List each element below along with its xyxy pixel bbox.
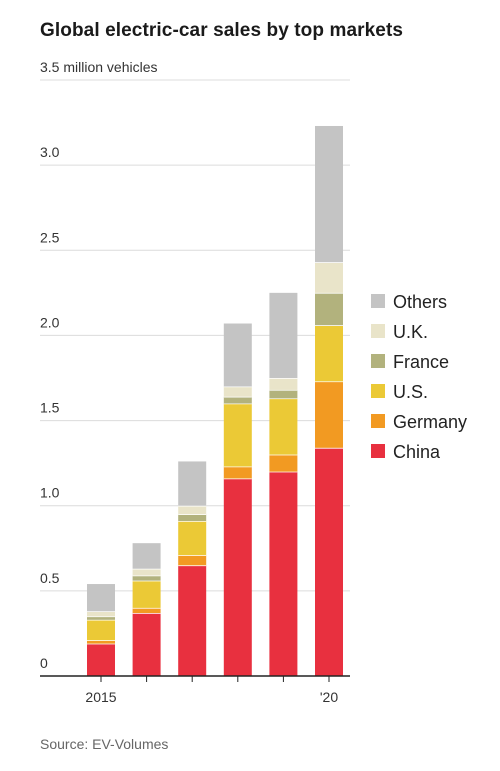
- bar-segment: [132, 607, 161, 613]
- bar-segment: [269, 454, 298, 472]
- bar-segment: [269, 471, 298, 676]
- bar-segment: [269, 398, 298, 455]
- legend-label: Others: [393, 292, 447, 312]
- bar-segment: [178, 505, 207, 515]
- y-tick-label: 0.5: [40, 570, 60, 586]
- legend-label: France: [393, 352, 449, 372]
- chart-title: Global electric-car sales by top markets: [40, 20, 404, 41]
- legend-swatch: [371, 354, 385, 368]
- x-tick-label: '20: [320, 689, 338, 705]
- y-tick-label: 1.0: [40, 485, 60, 501]
- bar-segment: [269, 389, 298, 399]
- bar-segment: [178, 555, 207, 566]
- bar-segment: [223, 323, 252, 387]
- bar-segment: [132, 612, 161, 676]
- bar-segment: [178, 565, 207, 676]
- x-axis: 2015 '20: [40, 675, 350, 705]
- bar-segment: [223, 466, 252, 479]
- bar-segment: [223, 403, 252, 467]
- bar-segment: [223, 386, 252, 397]
- y-tick-label: 3.0: [40, 144, 60, 160]
- bar-segment: [178, 461, 207, 506]
- bar-segment: [315, 325, 343, 382]
- bar-segment: [132, 568, 161, 576]
- bar-segment: [269, 292, 298, 378]
- bar-segment: [87, 616, 115, 620]
- bar-segment: [132, 543, 161, 569]
- legend-swatch: [371, 444, 385, 458]
- bar-segment: [132, 580, 161, 608]
- bars: [87, 125, 343, 676]
- bar-segment: [87, 619, 115, 641]
- legend-swatch: [371, 294, 385, 308]
- bar-segment: [223, 478, 252, 676]
- y-tick-label: 3.5 million vehicles: [40, 59, 158, 75]
- bar-segment: [315, 262, 343, 293]
- bar-segment: [178, 521, 207, 556]
- bar-segment: [87, 611, 115, 617]
- legend-swatch: [371, 324, 385, 338]
- bar-segment: [223, 396, 252, 404]
- bar-segment: [315, 447, 343, 676]
- source-note: Source: EV-Volumes: [40, 736, 169, 752]
- bar-segment: [87, 643, 115, 676]
- legend-label: U.K.: [393, 322, 428, 342]
- bar-segment: [315, 292, 343, 326]
- legend-label: Germany: [393, 412, 467, 432]
- y-tick-label: 1.5: [40, 400, 60, 416]
- bar-segment: [315, 125, 343, 263]
- x-tick-label: 2015: [85, 689, 116, 705]
- bar-segment: [132, 575, 161, 581]
- legend-label: China: [393, 442, 441, 462]
- legend: Others U.K. France U.S. Germany China: [371, 292, 467, 462]
- y-tick-label: 0: [40, 655, 48, 671]
- y-tick-label: 2.0: [40, 314, 60, 330]
- bar-segment: [87, 584, 115, 612]
- bar-segment: [178, 514, 207, 522]
- bar-segment: [315, 381, 343, 448]
- y-tick-label: 2.5: [40, 229, 60, 245]
- legend-label: U.S.: [393, 382, 428, 402]
- bar-segment: [87, 640, 115, 644]
- legend-swatch: [371, 384, 385, 398]
- legend-swatch: [371, 414, 385, 428]
- bar-segment: [269, 378, 298, 390]
- y-axis-tick-labels: 0 0.5 1.0 1.5 2.0 2.5 3.0 3.5 million vehicles: [40, 59, 158, 671]
